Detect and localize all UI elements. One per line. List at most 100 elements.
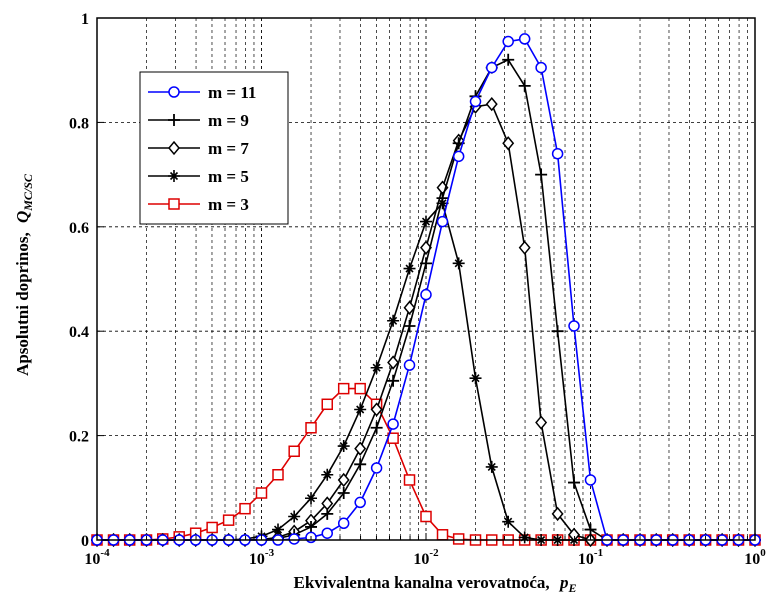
y-tick-label: 0.8 (69, 115, 89, 132)
data-point (452, 257, 465, 270)
data-point (337, 440, 350, 453)
data-point (420, 215, 432, 228)
data-point (420, 257, 432, 270)
x-tick-exponent: 0 (760, 547, 766, 559)
data-point (354, 458, 367, 471)
data-point (354, 382, 366, 395)
data-point (502, 53, 515, 66)
data-point (452, 150, 465, 163)
legend-marker (168, 170, 180, 182)
data-point (403, 474, 416, 486)
x-tick-base: 10 (578, 551, 594, 568)
data-point (584, 474, 597, 486)
data-point (321, 527, 333, 539)
data-point (436, 215, 449, 228)
data-point (321, 468, 334, 481)
data-point (535, 168, 548, 181)
data-point (288, 445, 300, 458)
x-tick-exponent: -4 (100, 547, 110, 559)
data-point (222, 514, 235, 526)
data-point (337, 382, 350, 395)
data-point (370, 361, 383, 374)
data-point (305, 520, 318, 533)
x-tick-label: 10-1 (578, 547, 603, 568)
y-axis-label: Apsolutni doprinos, QMC/SC (13, 173, 35, 376)
x-tick-base: 10 (84, 551, 100, 568)
legend-item-mm7: m = 7 (148, 139, 249, 158)
x-axis-label-text: Ekvivalentna kanalna verovatnoća, (294, 573, 550, 592)
legend-label: m = 11 (208, 83, 256, 102)
x-axis-label: Ekvivalentna kanalna verovatnoća, pE (294, 573, 577, 595)
data-point (272, 469, 284, 481)
legend-marker (168, 198, 180, 210)
data-point (420, 288, 432, 301)
legend-marker (168, 114, 180, 126)
legend-label: m = 7 (208, 139, 249, 158)
x-tick-exponent: -3 (265, 547, 275, 559)
data-point (535, 61, 547, 74)
data-point (370, 462, 383, 474)
y-tick-label: 0.6 (69, 220, 89, 237)
data-point (436, 192, 449, 205)
data-point (485, 96, 498, 112)
data-point (272, 523, 285, 536)
data-point (568, 476, 581, 489)
y-axis-label-symbol: Q (13, 211, 32, 223)
x-tick-base: 10 (744, 551, 760, 568)
x-tick-label: 10-3 (249, 547, 275, 568)
data-point (452, 533, 465, 545)
x-tick-base: 10 (249, 551, 265, 568)
data-point (518, 79, 531, 92)
data-point (551, 147, 564, 160)
data-point (354, 441, 367, 456)
data-point (337, 472, 350, 488)
data-point (206, 521, 218, 534)
x-tick-label: 10-4 (84, 547, 110, 568)
y-tick-label: 0.4 (69, 324, 89, 341)
legend-item-mm11: m = 11 (148, 83, 256, 102)
x-tick-label: 100 (744, 547, 766, 568)
data-point (551, 506, 564, 522)
data-point (387, 314, 400, 327)
data-point (387, 418, 399, 430)
legend: m = 11 m = 9 m = 7 m = 5 m = 3 (139, 71, 289, 225)
legend-item-mm3: m = 3 (148, 195, 249, 214)
data-point (387, 374, 400, 387)
x-tick-exponent: -1 (594, 547, 603, 559)
data-point (370, 421, 383, 434)
x-axis-label-subscript: E (567, 581, 576, 595)
data-point (354, 403, 367, 416)
data-point (403, 359, 416, 371)
data-point (518, 33, 531, 45)
x-axis-label-symbol: p (558, 573, 569, 592)
data-point (502, 35, 514, 48)
legend-label: m = 9 (208, 111, 249, 130)
legend-label: m = 3 (208, 195, 249, 214)
data-point (337, 487, 350, 500)
data-point (485, 61, 498, 74)
data-point (502, 515, 515, 528)
data-point (420, 510, 432, 523)
data-point (518, 240, 531, 255)
data-point (337, 517, 350, 530)
legend-marker (168, 86, 180, 98)
data-point (321, 507, 334, 520)
legend-label: m = 5 (208, 167, 249, 186)
y-axis-label-subscript: MC/SC (21, 173, 35, 212)
data-point (387, 355, 400, 370)
x-tick-base: 10 (413, 551, 429, 568)
x-tick-label: 10-2 (413, 547, 439, 568)
legend-item-mm9: m = 9 (148, 111, 249, 130)
data-point (321, 398, 333, 411)
legend-marker (168, 140, 180, 156)
data-point (436, 529, 449, 541)
y-tick-label: 1 (81, 11, 89, 28)
data-point (551, 325, 564, 338)
data-point (568, 320, 580, 332)
data-point (403, 300, 416, 315)
data-point (255, 487, 268, 499)
y-tick-label: 0 (81, 533, 89, 550)
data-point (305, 422, 317, 434)
